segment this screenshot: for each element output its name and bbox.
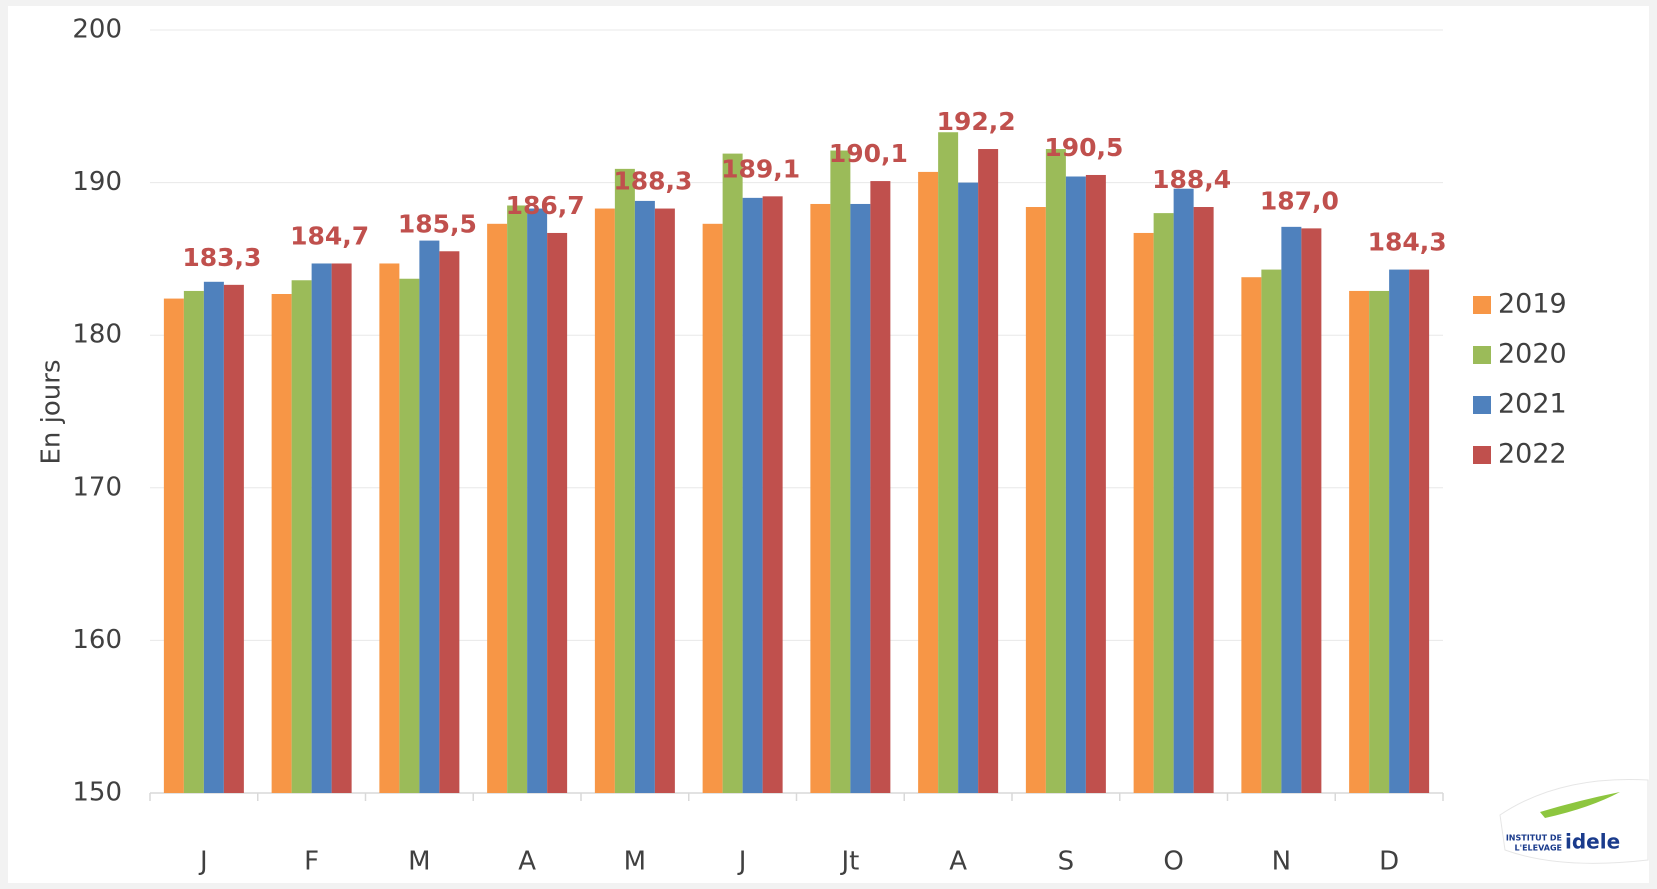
bar xyxy=(634,200,655,794)
bar xyxy=(918,171,939,794)
legend-swatch xyxy=(1473,296,1491,314)
bar xyxy=(594,208,615,794)
y-tick-label: 150 xyxy=(72,778,122,808)
y-axis-label: En jours xyxy=(37,359,67,464)
bar xyxy=(527,208,548,794)
bar xyxy=(291,280,312,793)
data-label: 184,7 xyxy=(290,221,369,250)
bar xyxy=(1133,232,1154,793)
x-tick-label: Jt xyxy=(839,847,859,877)
bar xyxy=(762,196,783,794)
logo-shape xyxy=(1499,778,1649,864)
bar xyxy=(1241,277,1262,793)
bar xyxy=(830,150,851,793)
bar xyxy=(419,240,440,793)
legend-label: 2021 xyxy=(1498,389,1567,420)
x-tick-label: J xyxy=(198,847,208,877)
bar xyxy=(1389,269,1410,793)
bar xyxy=(163,298,184,793)
bar xyxy=(399,278,420,793)
bar xyxy=(1085,174,1106,794)
legend-label: 2022 xyxy=(1498,439,1567,470)
bar xyxy=(223,284,244,793)
bar xyxy=(1065,176,1086,794)
bar xyxy=(1349,290,1370,793)
bar xyxy=(850,203,871,794)
bar xyxy=(702,223,723,793)
bar xyxy=(1173,188,1194,794)
data-label: 188,4 xyxy=(1152,165,1231,194)
bar xyxy=(507,205,528,794)
bar xyxy=(978,149,999,793)
bar xyxy=(1301,228,1322,793)
logo-line1: INSTITUT DE xyxy=(1506,834,1562,843)
bar xyxy=(331,263,352,793)
x-tick-label: F xyxy=(304,847,319,877)
x-tick-label: N xyxy=(1272,847,1291,877)
x-tick-label: O xyxy=(1163,847,1183,877)
data-label: 183,3 xyxy=(182,243,261,272)
data-label: 192,2 xyxy=(937,107,1016,136)
y-tick-label: 190 xyxy=(72,167,122,197)
legend-swatch xyxy=(1473,396,1491,414)
bar xyxy=(487,223,508,793)
x-tick-label: J xyxy=(737,847,747,877)
bar xyxy=(1281,226,1302,793)
bar xyxy=(1409,269,1430,793)
bar xyxy=(271,293,292,793)
x-tick-label: D xyxy=(1379,847,1399,877)
bar xyxy=(1045,149,1066,793)
bar xyxy=(439,251,460,793)
logo-line2: L'ELEVAGE xyxy=(1515,844,1562,853)
bar xyxy=(547,232,568,793)
bar xyxy=(810,203,831,794)
logo-brand: idele xyxy=(1565,830,1620,854)
legend-swatch xyxy=(1473,346,1491,364)
data-label: 190,5 xyxy=(1044,133,1123,162)
x-tick-label: S xyxy=(1058,847,1075,877)
legend-label: 2020 xyxy=(1498,339,1567,370)
bar xyxy=(1261,269,1282,793)
bar xyxy=(1369,290,1390,793)
y-tick-label: 170 xyxy=(72,472,122,502)
y-tick-label: 200 xyxy=(72,15,122,45)
y-tick-label: 180 xyxy=(72,320,122,350)
x-tick-label: M xyxy=(408,847,430,877)
data-label: 184,3 xyxy=(1368,228,1447,257)
bar xyxy=(722,153,743,793)
x-tick-label: A xyxy=(518,847,536,877)
data-label: 188,3 xyxy=(613,167,692,196)
bar xyxy=(870,181,891,794)
legend-label: 2019 xyxy=(1498,289,1567,320)
bar xyxy=(654,208,675,794)
bar xyxy=(1153,213,1174,793)
bar xyxy=(203,281,224,793)
legend-swatch xyxy=(1473,446,1491,464)
data-label: 185,5 xyxy=(398,209,477,238)
data-label: 189,1 xyxy=(721,154,800,183)
bar xyxy=(938,132,959,793)
bar xyxy=(1193,207,1214,794)
bar xyxy=(614,168,635,794)
y-tick-label: 160 xyxy=(72,625,122,655)
logo: INSTITUT DE L'ELEVAGE idele xyxy=(1499,778,1649,864)
data-label: 187,0 xyxy=(1260,186,1339,215)
bar xyxy=(379,263,400,793)
data-label: 190,1 xyxy=(829,139,908,168)
data-label: 186,7 xyxy=(506,191,585,220)
bar xyxy=(311,263,332,793)
logo-swoosh xyxy=(1540,792,1620,818)
bar xyxy=(183,290,204,793)
bar xyxy=(958,182,979,794)
x-tick-label: M xyxy=(624,847,646,877)
bar xyxy=(742,197,763,794)
x-tick-label: A xyxy=(949,847,967,877)
bar xyxy=(1025,207,1046,794)
